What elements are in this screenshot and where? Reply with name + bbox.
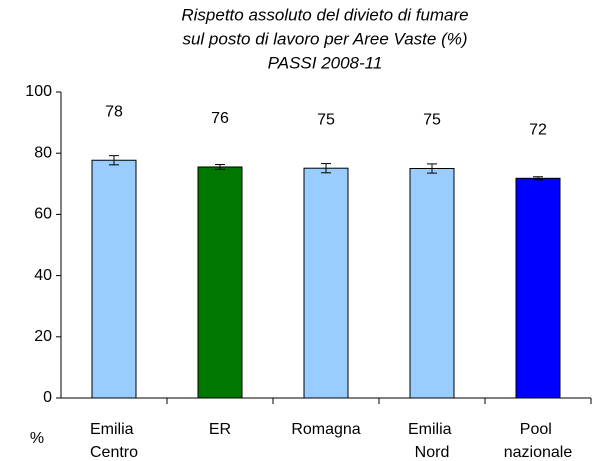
data-label: 72 bbox=[529, 122, 547, 139]
error-bar bbox=[321, 163, 331, 174]
data-label: 78 bbox=[105, 103, 123, 120]
x-tick-label-line: Pool bbox=[520, 421, 556, 438]
x-tick-label: Emilia Nord bbox=[408, 421, 456, 461]
x-tick-label: Romagna bbox=[291, 421, 360, 438]
y-tick-label: 20 bbox=[34, 328, 52, 345]
chart-title: sul posto di lavoro per Aree Vaste (%) bbox=[182, 29, 467, 48]
x-tick-label: Emilia Centro bbox=[90, 421, 138, 461]
x-tick-label: ER bbox=[209, 421, 231, 438]
bar bbox=[303, 167, 349, 399]
error-bar bbox=[427, 163, 437, 174]
y-tick-label: 0 bbox=[43, 389, 52, 406]
x-tick-label: Pool nazionale bbox=[504, 421, 573, 461]
data-label: 75 bbox=[317, 111, 335, 128]
bar bbox=[515, 177, 561, 399]
data-label: 75 bbox=[423, 112, 441, 129]
y-tick-label: 100 bbox=[25, 83, 52, 100]
data-label: 76 bbox=[211, 110, 229, 127]
chart-title: Rispetto assoluto del divieto di fumare bbox=[181, 5, 468, 24]
bar bbox=[91, 159, 137, 399]
error-bar bbox=[533, 176, 543, 181]
x-tick-label-line: Nord bbox=[415, 444, 450, 461]
chart-title: PASSI 2008-11 bbox=[268, 53, 383, 72]
bar bbox=[197, 166, 243, 399]
error-bar bbox=[215, 164, 225, 170]
y-tick-label: 60 bbox=[34, 206, 52, 223]
y-tick-label: 80 bbox=[34, 144, 52, 161]
x-tick-label-line: nazionale bbox=[504, 444, 573, 461]
y-axis-label: % bbox=[30, 430, 44, 447]
x-tick-label-line: Emilia bbox=[90, 421, 138, 438]
x-tick-label-line: Centro bbox=[90, 444, 138, 461]
error-bar bbox=[109, 155, 119, 166]
y-tick-label: 40 bbox=[34, 267, 52, 284]
x-tick-label-line: Emilia bbox=[408, 421, 456, 438]
bar bbox=[409, 168, 455, 399]
